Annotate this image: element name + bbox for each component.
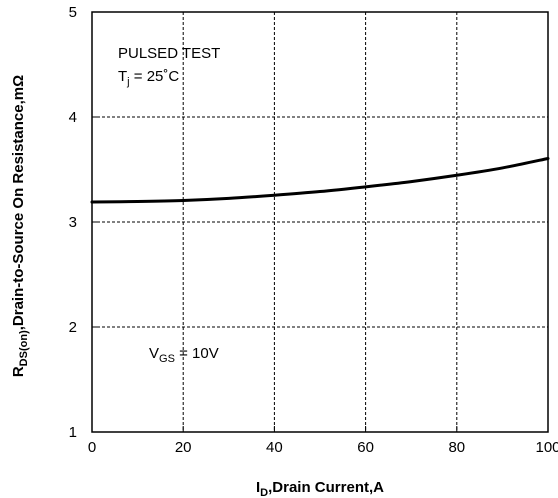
tj-sub: j: [126, 76, 129, 88]
ylabel-rest: ,Drain-to-Source On Resistance,mΩ: [10, 75, 27, 330]
ylabel-sub: DS(on): [18, 330, 30, 366]
ylabel-main: R: [10, 366, 27, 377]
y-tick-label: 2: [69, 319, 77, 336]
junction-temp-label: Tj = 25˚C: [118, 68, 179, 88]
tj-rest: = 25˚C: [130, 68, 180, 85]
x-tick-label: 0: [88, 439, 96, 456]
xlabel-main: I: [256, 479, 260, 496]
y-tick-label: 1: [69, 424, 77, 441]
tj-main: T: [118, 68, 127, 85]
vgs-main: V: [149, 345, 159, 362]
y-tick-label: 4: [69, 109, 77, 126]
x-tick-label: 100: [535, 439, 558, 456]
y-axis-title: RDS(on),Drain-to-Source On Resistance,mΩ: [10, 75, 30, 377]
vgs-sub: GS: [159, 353, 175, 365]
xlabel-sub: D: [260, 487, 268, 498]
y-tick-label: 5: [69, 4, 77, 21]
x-tick-label: 80: [448, 439, 465, 456]
vgs-rest: = 10V: [175, 345, 219, 362]
x-tick-label: 60: [357, 439, 374, 456]
y-tick-label: 3: [69, 214, 77, 231]
xlabel-rest: ,Drain Current,A: [268, 479, 384, 496]
x-axis-title: ID,Drain Current,A: [256, 479, 384, 498]
test-condition-label: PULSED TEST: [118, 45, 220, 62]
x-tick-label: 20: [175, 439, 192, 456]
series-group: [90, 156, 550, 204]
vgs-label: VGS = 10V: [149, 345, 219, 365]
series-line-rdson: [90, 156, 550, 204]
grid: [92, 12, 548, 432]
x-tick-label: 40: [266, 439, 283, 456]
axis-ticks: 0 20 40 60 80 100 1 2 3 4 5: [69, 4, 558, 456]
